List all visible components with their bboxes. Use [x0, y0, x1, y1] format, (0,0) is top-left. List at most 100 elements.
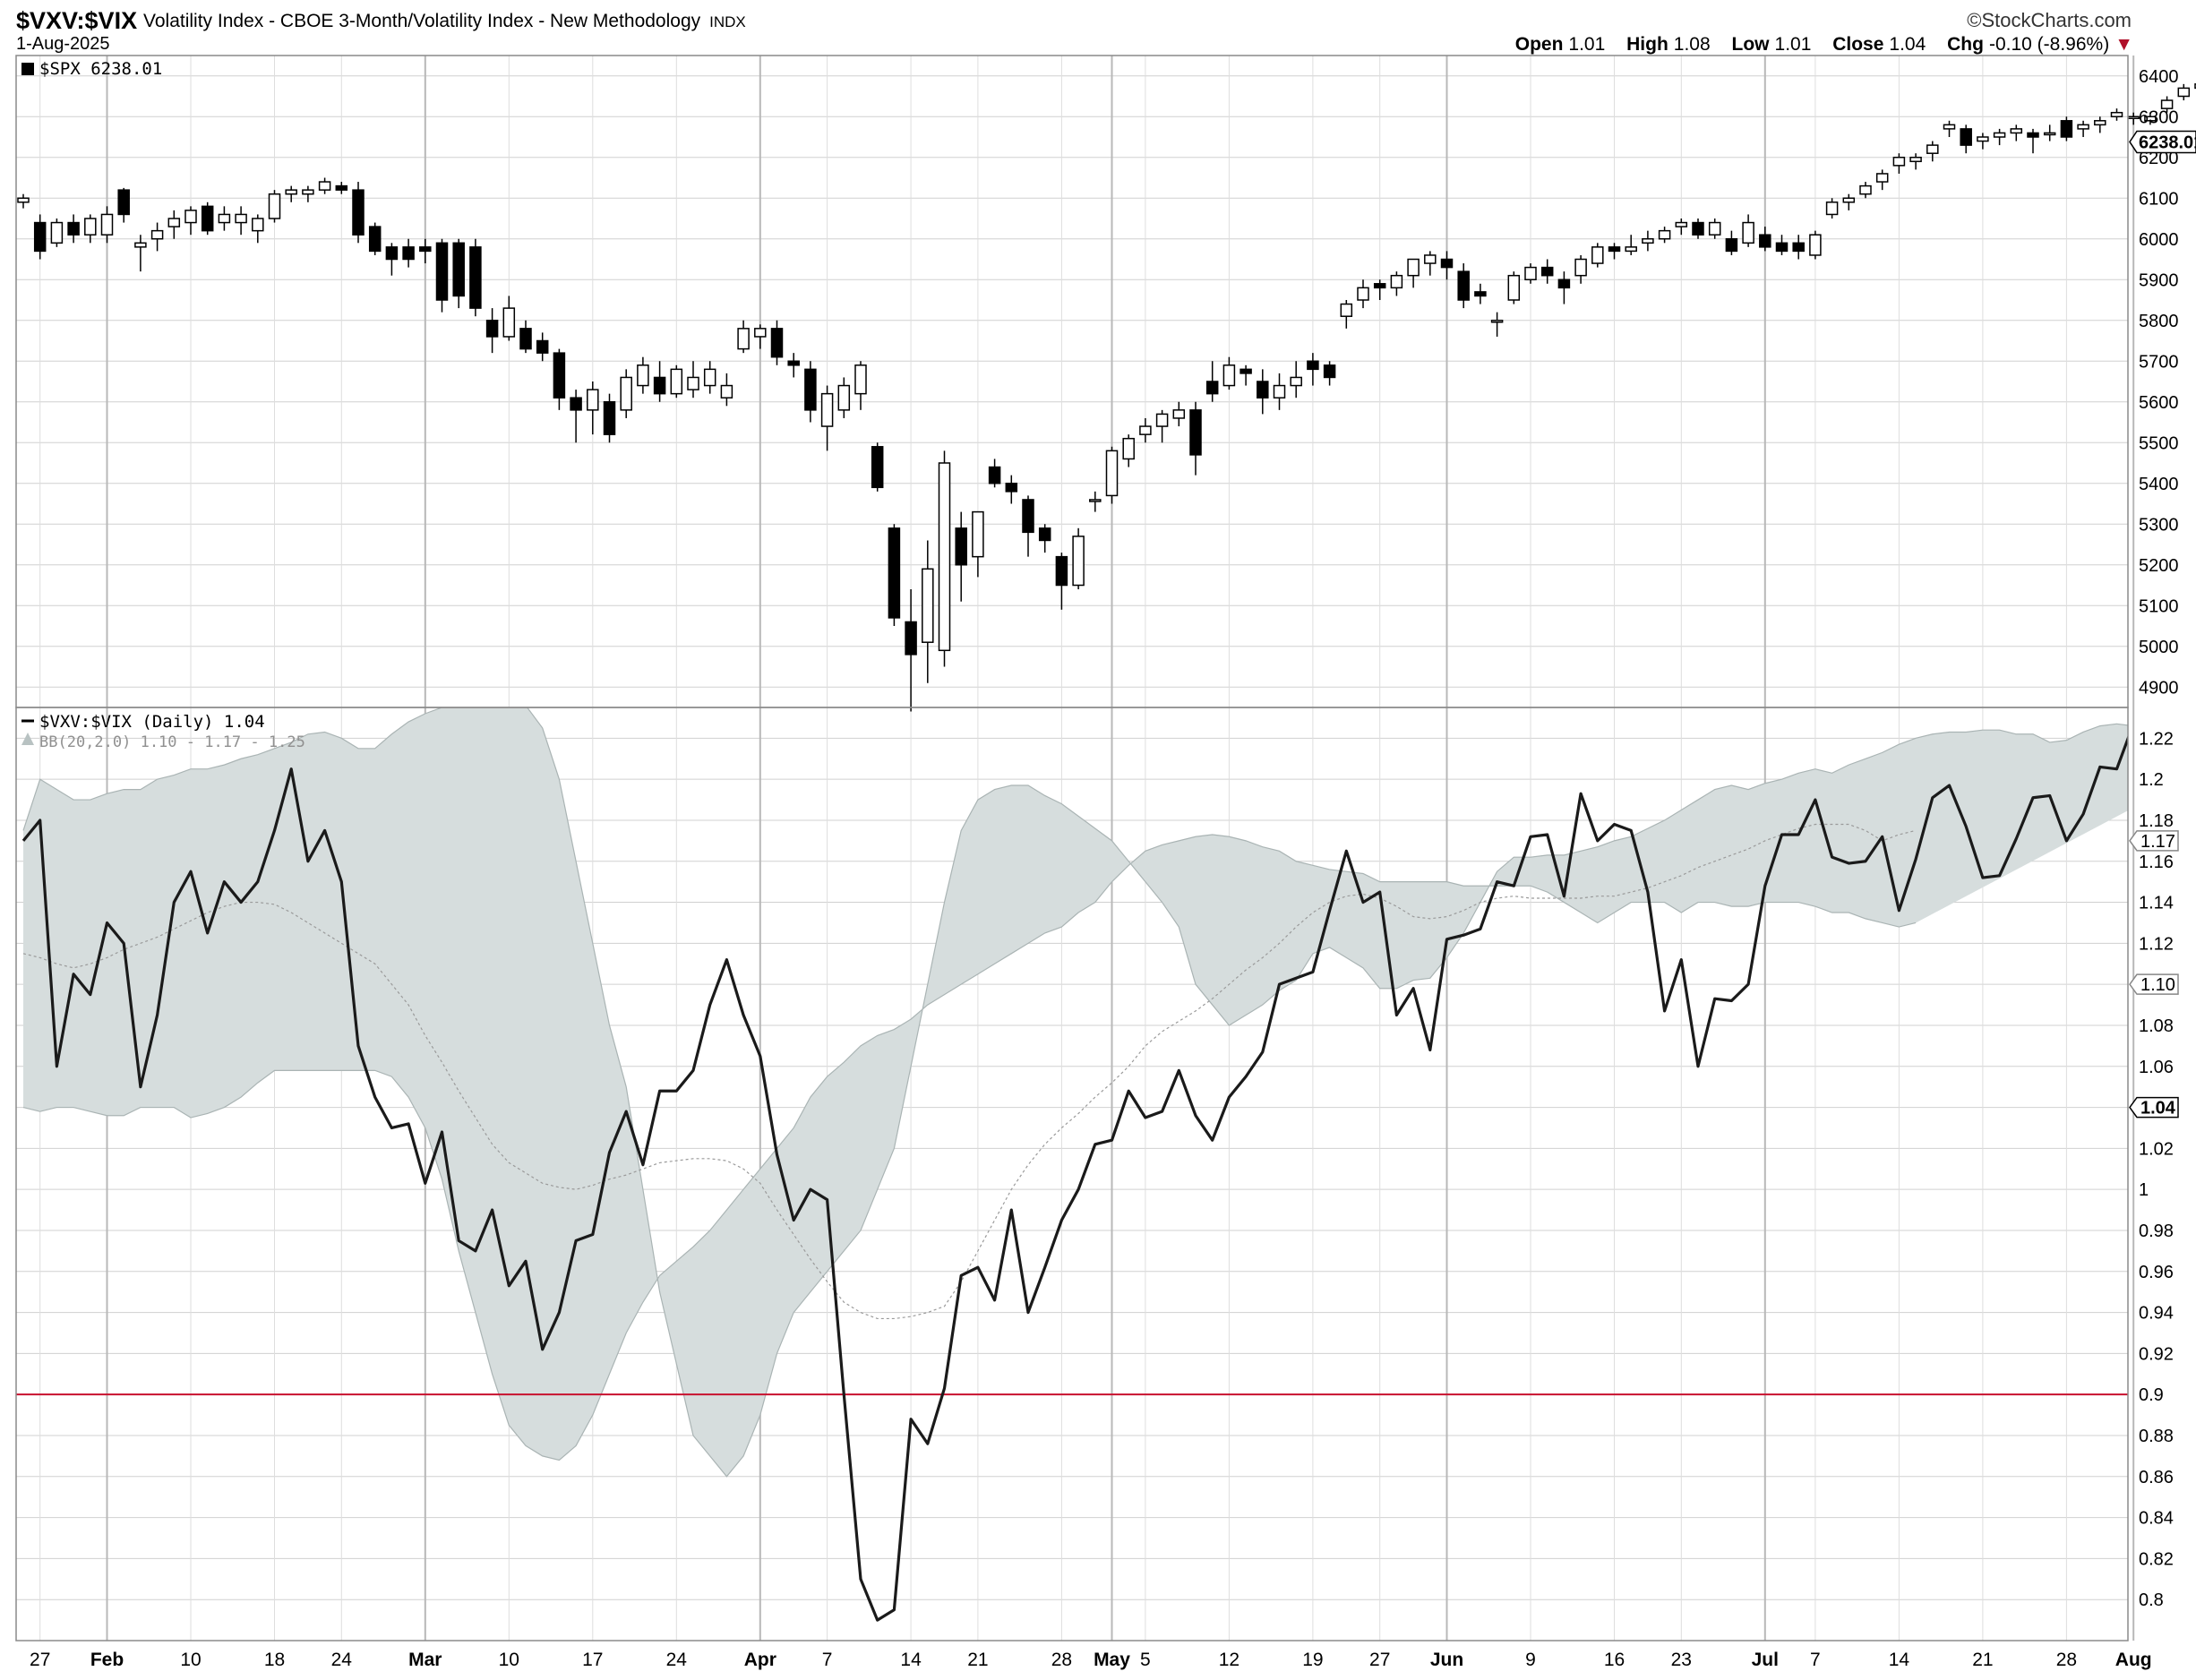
candle-body-up [2160, 99, 2174, 109]
legends: $SPX 6238.01 $VXV:$VIX (Daily) 1.04 BB(2… [21, 59, 305, 751]
candlestick [653, 361, 666, 402]
candle-body-up [1155, 413, 1169, 427]
spx-tick-label: 5300 [2139, 515, 2179, 535]
x-axis-label: 27 [30, 1650, 50, 1670]
bb-legend-icon [21, 733, 34, 745]
candle-body-up [1909, 157, 1922, 163]
candlestick [720, 373, 733, 407]
candlestick [1105, 446, 1119, 504]
candlestick [1273, 373, 1286, 410]
candlestick [770, 320, 784, 365]
candlestick [268, 190, 281, 223]
candle-body-up [1524, 266, 1537, 281]
high-value: 1.08 [1673, 34, 1711, 55]
candle-body-up [1490, 320, 1504, 323]
candle-body-down [1440, 258, 1454, 269]
candlestick [938, 450, 951, 667]
ratio-tick-label: 1.12 [2139, 934, 2174, 954]
candle-body-down [570, 397, 582, 411]
candlestick [1424, 251, 1437, 276]
spx-tick-label: 5100 [2139, 596, 2179, 616]
x-axis-label: 17 [582, 1650, 603, 1670]
candle-body-up [1675, 221, 1688, 227]
candlestick [1642, 230, 1654, 252]
ratio-tick-label: 1.06 [2139, 1058, 2174, 1077]
spx-legend: $SPX 6238.01 [39, 59, 162, 79]
candle-body-up [820, 392, 834, 427]
candlestick [1524, 263, 1537, 284]
candle-body-up [268, 193, 281, 219]
candle-body-up [318, 181, 331, 191]
candlestick [820, 385, 834, 451]
candlestick [335, 182, 348, 194]
ratio-legend: $VXV:$VIX (Daily) 1.04 [39, 712, 265, 732]
candle-body-up [1591, 246, 1604, 264]
candle-body-up [1072, 536, 1085, 587]
open-value: 1.01 [1568, 34, 1606, 55]
brand-watermark: ©StockCharts.com [1967, 9, 2132, 31]
candlestick [1825, 198, 1839, 219]
ratio-value-tag [2129, 830, 2179, 852]
x-axis-label: Feb [90, 1650, 124, 1670]
candlestick [2077, 120, 2089, 137]
close-label: Close [1832, 34, 1884, 55]
x-axis-label: Jun [1430, 1650, 1463, 1670]
candlestick [1775, 235, 1789, 255]
candlestick [1373, 279, 1386, 300]
candle-body-up [854, 364, 867, 395]
candlestick [1692, 219, 1704, 239]
x-axis-label: 18 [264, 1650, 285, 1670]
candle-body-up [1340, 303, 1353, 317]
candle-body-up [184, 210, 197, 224]
candle-body-down [2027, 132, 2039, 138]
candlestick [1122, 434, 1135, 467]
x-axis-label: 14 [900, 1650, 922, 1670]
spx-tick-label: 5900 [2139, 270, 2179, 290]
candlestick [972, 510, 984, 578]
candle-body-down [1257, 381, 1269, 399]
candle-body-up [720, 384, 733, 399]
candle-body-up [1842, 197, 1856, 203]
candle-body-up [150, 229, 164, 240]
candlestick [2110, 108, 2123, 121]
ratio-tick-label: 0.9 [2139, 1385, 2164, 1405]
spx-tick-label: 5500 [2139, 433, 2179, 453]
spx-tick-label: 5600 [2139, 393, 2179, 413]
candle-body-down [419, 246, 432, 253]
x-axis-label: May [1094, 1650, 1130, 1670]
ratio-panel-frame [15, 707, 2129, 1641]
bollinger-upper-line [22, 707, 2128, 1478]
candle-body-down [402, 246, 415, 261]
candlestick [1072, 527, 1085, 590]
candle-body-up [1357, 287, 1369, 301]
candlestick [84, 214, 97, 244]
spx-tick-label: 6100 [2139, 189, 2179, 209]
ratio-tick-label: 0.92 [2139, 1344, 2174, 1364]
candle-body-up [1574, 258, 1587, 277]
spx-last-value-tag [2129, 130, 2196, 154]
spx-tick-label: 5700 [2139, 352, 2179, 372]
x-axis-label: 24 [331, 1650, 353, 1670]
spx-legend-candle-icon [21, 63, 34, 75]
bollinger-band-fill [23, 707, 2128, 1477]
candle-body-up [235, 213, 247, 224]
candlestick [452, 238, 465, 309]
candlestick [1658, 227, 1671, 244]
candlestick [1708, 219, 1721, 239]
candlestick [318, 177, 331, 194]
candlestick [620, 369, 632, 418]
axes: 4900 5000 5100 5200 5300 5400 5500 5600 5700 5800… [15, 55, 2196, 1670]
candlestick [1022, 495, 1034, 557]
candlestick [469, 238, 482, 317]
candle-body-down [955, 527, 967, 566]
bollinger-lower-line [22, 834, 1917, 1461]
candlestick [2144, 112, 2157, 125]
ratio-tick-label: 1.22 [2139, 729, 2174, 749]
candlestick [1507, 271, 1521, 304]
x-axis-label: 28 [1051, 1650, 1072, 1670]
candlestick [2094, 116, 2106, 133]
candlestick [1189, 401, 1202, 476]
candlestick [67, 214, 80, 244]
candle-body-down [117, 189, 130, 216]
candlestick [1909, 153, 1922, 170]
